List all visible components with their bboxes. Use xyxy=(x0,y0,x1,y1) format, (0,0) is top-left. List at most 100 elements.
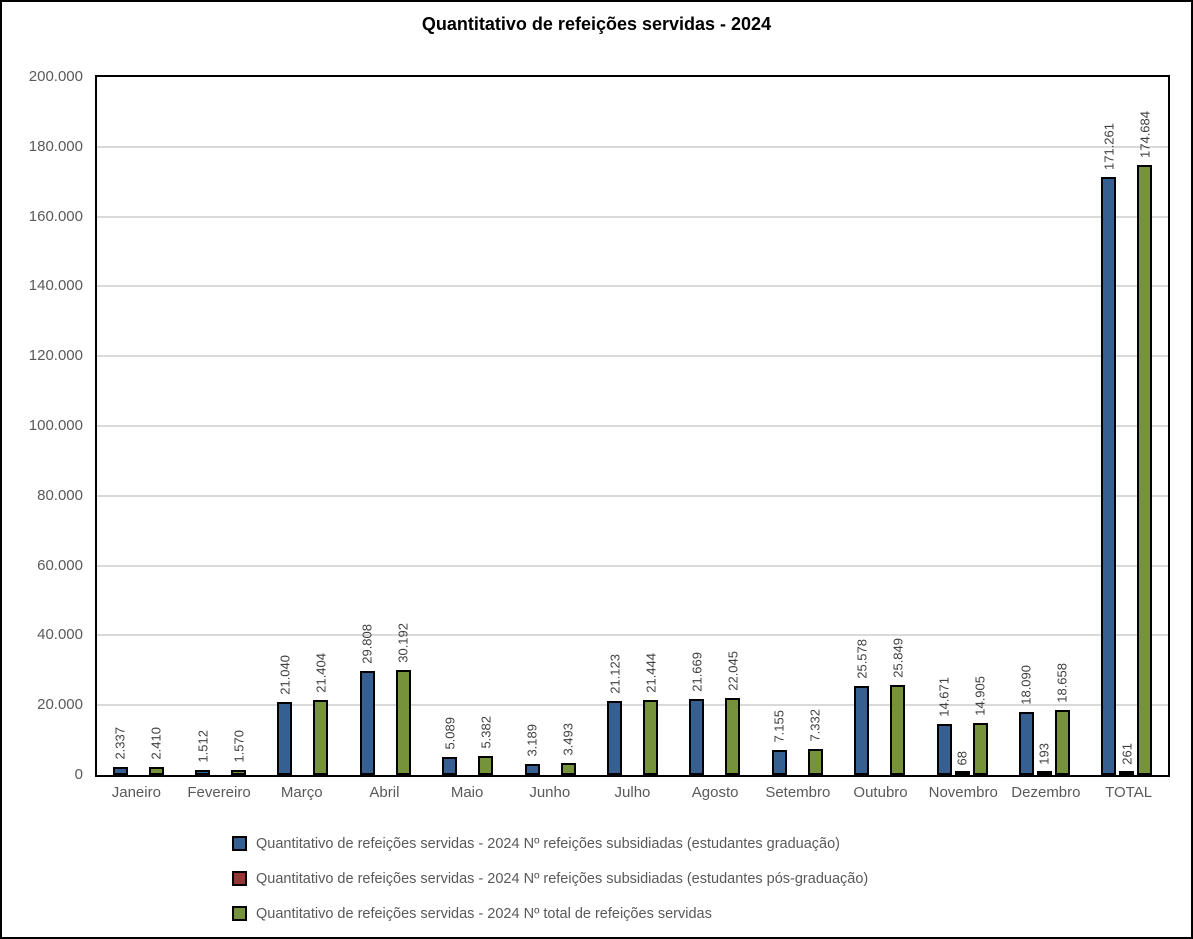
bar-total-abril xyxy=(395,670,411,775)
bar-value-label: 25.849 xyxy=(890,638,906,678)
bar-graduacao-agosto xyxy=(689,699,705,775)
bar-slot: 25.578 xyxy=(854,77,870,775)
bar-group-janeiro: 2.337 2.410 xyxy=(97,77,179,775)
y-tick-label: 80.000 xyxy=(37,486,83,504)
bar-value-label: 193 xyxy=(1036,743,1052,765)
chart-title: Quantitativo de refeições servidas - 202… xyxy=(421,14,772,34)
bar-value-label: 3.189 xyxy=(524,724,540,757)
bar-value-label: 21.123 xyxy=(607,654,623,694)
bar-value-label: 5.382 xyxy=(478,716,494,749)
legend-item-label: Quantitativo de refeições servidas - 202… xyxy=(256,835,841,852)
x-tick-label-setembro: Setembro xyxy=(765,784,831,801)
bar-value-label: 22.045 xyxy=(725,651,741,691)
legend: Quantitativo de refeições servidas - 202… xyxy=(232,833,869,937)
bar-value-label: 2.337 xyxy=(112,727,128,760)
bar-group-total: 171.261 261 174.684 xyxy=(1086,77,1168,775)
x-tick-label-fevereiro: Fevereiro xyxy=(187,784,251,801)
bar-graduacao-novembro xyxy=(936,724,952,775)
bar-graduacao-abril xyxy=(359,671,375,775)
bar-slot: 25.849 xyxy=(890,77,906,775)
bar-slot xyxy=(213,77,228,775)
x-tick-label-março: Março xyxy=(280,784,323,801)
bar-value-label: 68 xyxy=(954,750,970,765)
bar-slot: 2.410 xyxy=(148,77,164,775)
bar-slot: 21.123 xyxy=(607,77,623,775)
y-tick-label: 120.000 xyxy=(28,347,83,365)
bar-slot: 3.189 xyxy=(524,77,540,775)
x-tick-label-outubro: Outubro xyxy=(853,784,908,801)
bar-group-maio: 5.089 5.382 xyxy=(427,77,509,775)
x-tick-label-julho: Julho xyxy=(614,784,651,801)
bar-graduacao-julho xyxy=(607,701,623,775)
x-tick-label-abril: Abril xyxy=(369,784,400,801)
y-tick-label: 180.000 xyxy=(28,137,83,155)
bar-value-label: 7.332 xyxy=(807,709,823,742)
y-tick-label: 40.000 xyxy=(37,626,83,644)
bar-group-agosto: 21.669 22.045 xyxy=(674,77,756,775)
bar-slot: 1.512 xyxy=(195,77,211,775)
bar-value-label: 30.192 xyxy=(395,623,411,663)
legend-item-label: Quantitativo de refeições servidas - 202… xyxy=(256,905,712,922)
x-tick-label-agosto: Agosto xyxy=(691,784,739,801)
bar-slot: 18.658 xyxy=(1054,77,1070,775)
bar-slot: 68 xyxy=(954,77,970,775)
bar-slot: 174.684 xyxy=(1137,77,1153,775)
bar-value-label: 14.671 xyxy=(936,677,952,717)
gridline xyxy=(97,494,1168,497)
y-axis: 0 20.000 40.000 60.000 80.000 100.000 120.000 1… xyxy=(2,2,83,937)
bar-total-fevereiro xyxy=(231,770,247,775)
gridline xyxy=(97,564,1168,567)
legend-item-label: Quantitativo de refeições servidas - 202… xyxy=(256,870,869,887)
y-tick-label: 60.000 xyxy=(37,556,83,574)
bar-graduacao-setembro xyxy=(771,750,787,775)
bar-pos-graduacao-dezembro xyxy=(1036,771,1052,775)
y-tick-label: 140.000 xyxy=(28,277,83,295)
bar-slot: 30.192 xyxy=(395,77,411,775)
y-tick-label: 160.000 xyxy=(28,207,83,225)
bar-slot: 21.669 xyxy=(689,77,705,775)
bar-pos-graduacao-novembro xyxy=(954,771,970,775)
x-tick-label-maio: Maio xyxy=(450,784,484,801)
bar-slot: 21.444 xyxy=(643,77,659,775)
bar-value-label: 18.658 xyxy=(1054,663,1070,703)
bar-value-label: 5.089 xyxy=(442,717,458,750)
gridline xyxy=(97,215,1168,218)
bar-group-abril: 29.808 30.192 xyxy=(344,77,426,775)
bar-value-label: 25.578 xyxy=(854,639,870,679)
bar-group-fevereiro: 1.512 1.570 xyxy=(179,77,261,775)
x-tick-label-novembro: Novembro xyxy=(928,784,998,801)
bar-group-julho: 21.123 21.444 xyxy=(591,77,673,775)
bar-group-dezembro: 18.090 193 18.658 xyxy=(1003,77,1085,775)
bar-graduacao-maio xyxy=(442,757,458,775)
y-tick-label: 100.000 xyxy=(28,417,83,434)
bar-group-outubro: 25.578 25.849 xyxy=(839,77,921,775)
bar-total-dezembro xyxy=(1054,710,1070,775)
x-tick-label-total: TOTAL xyxy=(1105,784,1153,801)
bar-value-label: 174.684 xyxy=(1137,111,1153,158)
bar-total-maio xyxy=(478,756,494,775)
bar-slot xyxy=(543,77,558,775)
bar-slot: 14.905 xyxy=(972,77,988,775)
bar-total-novembro xyxy=(972,723,988,775)
bar-value-label: 1.570 xyxy=(231,730,247,763)
bar-graduacao-junho xyxy=(524,764,540,775)
bar-slot xyxy=(378,77,393,775)
gridline xyxy=(97,145,1168,148)
legend-item-2: Quantitativo de refeições servidas - 202… xyxy=(232,903,868,924)
bar-total-setembro xyxy=(807,749,823,775)
bar-graduacao-total xyxy=(1101,177,1117,775)
bar-slot xyxy=(460,77,475,775)
bar-graduacao-março xyxy=(277,702,293,775)
x-tick-label-janeiro: Janeiro xyxy=(111,784,161,801)
bar-value-label: 21.669 xyxy=(689,652,705,692)
bar-slot: 5.089 xyxy=(442,77,458,775)
bar-slot: 261 xyxy=(1119,77,1135,775)
bar-slot: 7.155 xyxy=(771,77,787,775)
bar-slot xyxy=(295,77,310,775)
bar-value-label: 21.040 xyxy=(277,655,293,695)
legend-swatch-icon xyxy=(232,836,247,851)
bar-slot xyxy=(131,77,146,775)
bar-group-março: 21.040 21.404 xyxy=(262,77,344,775)
bar-group-novembro: 14.671 68 14.905 xyxy=(921,77,1003,775)
